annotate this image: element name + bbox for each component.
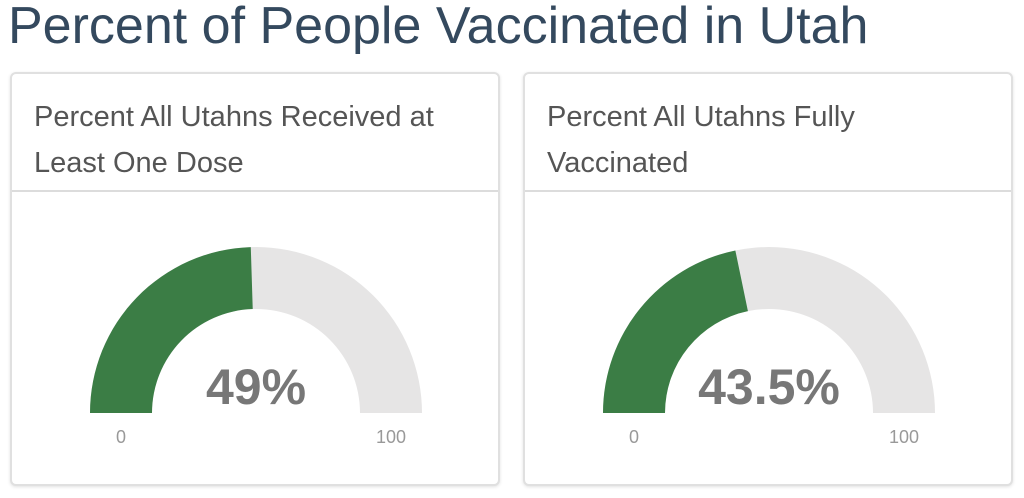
gauge-value: 49%	[206, 359, 306, 415]
card-title: Percent All Utahns Received at Least One…	[12, 74, 498, 192]
gauge-tick-label: 100	[889, 427, 919, 447]
gauge-tick-label: 100	[376, 427, 406, 447]
gauge-tick-label: 0	[116, 427, 126, 447]
gauge-tick-label: 0	[629, 427, 639, 447]
gauge-bar	[90, 247, 253, 413]
card-title: Percent All Utahns Fully Vaccinated	[525, 74, 1011, 192]
card: Percent All Utahns Fully Vaccinated 43.5%…	[523, 72, 1013, 486]
gauge-bar	[603, 250, 748, 413]
gauge-chart: 43.5% 0 100	[603, 247, 935, 447]
page-title: Percent of People Vaccinated in Utah	[8, 0, 869, 55]
gauge-value: 43.5%	[698, 359, 840, 415]
card: Percent All Utahns Received at Least One…	[10, 72, 500, 486]
gauge-chart: 49% 0 100	[90, 247, 422, 447]
